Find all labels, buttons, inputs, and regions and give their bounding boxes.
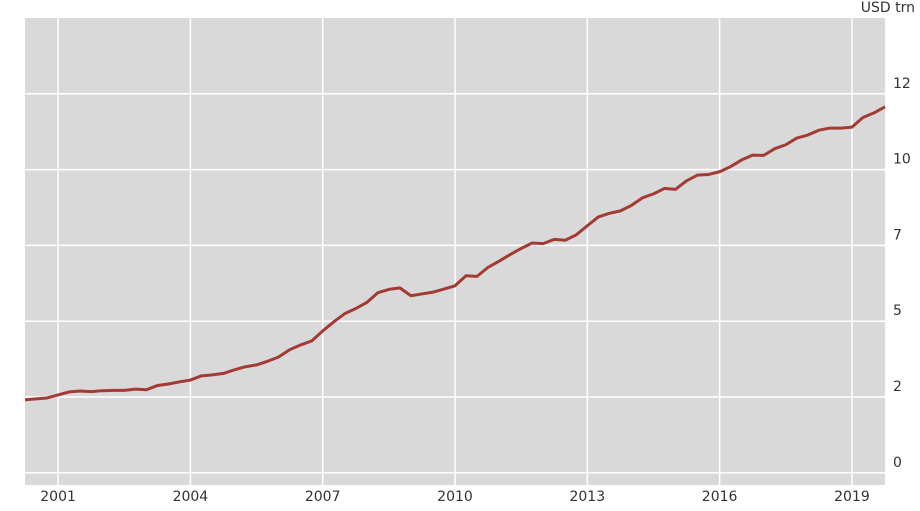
x-tick-label: 2010 bbox=[437, 489, 473, 505]
x-tick-label: 2001 bbox=[40, 489, 76, 505]
y-tick-label: 10 bbox=[893, 152, 911, 168]
y-tick-label: 5 bbox=[893, 303, 902, 319]
data-line bbox=[24, 105, 886, 402]
y-tick-label: 2 bbox=[893, 379, 902, 395]
x-tick-label: 2004 bbox=[173, 489, 209, 505]
x-tick-label: 2013 bbox=[569, 489, 605, 505]
y-tick-label: 0 bbox=[893, 455, 902, 471]
y-tick-label: 7 bbox=[893, 227, 902, 243]
x-tick-label: 2016 bbox=[702, 489, 738, 505]
y-tick-label: 12 bbox=[893, 76, 911, 92]
y-axis-unit: USD trn bbox=[861, 0, 915, 16]
x-tick-label: 2019 bbox=[834, 489, 870, 505]
x-tick-label: 2007 bbox=[305, 489, 341, 505]
